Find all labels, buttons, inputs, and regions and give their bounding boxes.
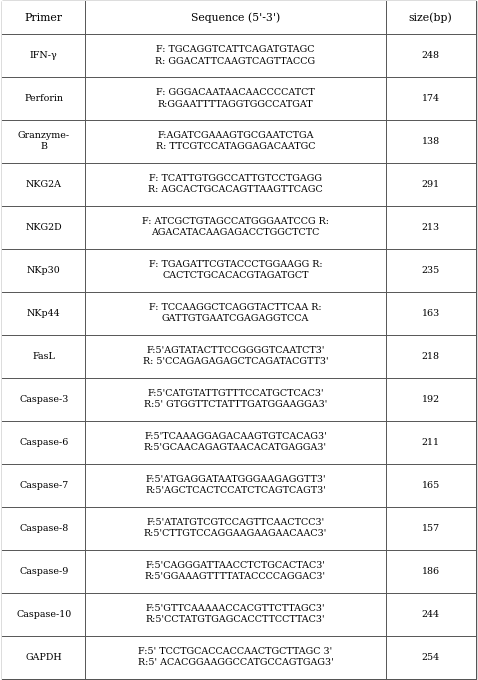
Text: F:5'CAGGGATTAACCTCTGCACTAC3'
R:5'GGAAAGTTTTATACCCCAGGAC3': F:5'CAGGGATTAACCTCTGCACTAC3' R:5'GGAAAGT… (145, 561, 326, 581)
Text: F: TGAGATTCGTACCCTGGAAGG R:
CACTCTGCACACGTAGATGCT: F: TGAGATTCGTACCCTGGAAGG R: CACTCTGCACAC… (149, 260, 322, 280)
Bar (2, 636, 476, 679)
Bar (2, 163, 476, 206)
Text: F:5' TCCTGCACCACCAACTGCTTAGC 3'
R:5' ACACGGAAGGCCATGCCAGTGAG3': F:5' TCCTGCACCACCAACTGCTTAGC 3' R:5' ACA… (138, 647, 333, 667)
Text: F:5'AGTATACTTCCGGGGTCAATCT3'
R: 5'CCAGAGAGAGCTCAGATACGTT3': F:5'AGTATACTTCCGGGGTCAATCT3' R: 5'CCAGAG… (142, 346, 328, 367)
Text: NKp44: NKp44 (27, 309, 61, 318)
Text: Caspase-6: Caspase-6 (19, 438, 68, 447)
Bar (2, 378, 476, 421)
Text: 138: 138 (422, 137, 440, 146)
Text: Caspase-9: Caspase-9 (19, 566, 68, 576)
Bar (2, 34, 476, 77)
Bar (2, 593, 476, 636)
Text: Caspase-8: Caspase-8 (19, 524, 68, 532)
Text: 211: 211 (422, 438, 440, 447)
Text: size(bp): size(bp) (409, 12, 453, 23)
Bar (2, 421, 476, 464)
Text: Sequence (5'-3'): Sequence (5'-3') (191, 12, 280, 23)
Text: 291: 291 (422, 180, 440, 189)
Text: Caspase-3: Caspase-3 (19, 395, 68, 404)
Text: F:5'TCAAAGGAGACAAGTGTCACAG3'
R:5'GCAACAGAGTAACACATGAGGA3': F:5'TCAAAGGAGACAAGTGTCACAG3' R:5'GCAACAG… (144, 432, 327, 452)
Text: NKG2D: NKG2D (25, 223, 62, 232)
Text: F:AGATCGAAAGTGCGAATCTGA
R: TTCGTCCATAGGAGACAATGC: F:AGATCGAAAGTGCGAATCTGA R: TTCGTCCATAGGA… (156, 131, 315, 152)
Text: F:5'ATGAGGATAATGGGAAGAGGTT3'
R:5'AGCTCACTCCATCTCAGTCAGT3': F:5'ATGAGGATAATGGGAAGAGGTT3' R:5'AGCTCAC… (145, 475, 326, 495)
Text: F: GGGACAATAACAACCCCATCT
R:GGAATTTTAGGTGGCCATGAT: F: GGGACAATAACAACCCCATCT R:GGAATTTTAGGTG… (156, 88, 315, 109)
Text: Caspase-7: Caspase-7 (19, 481, 68, 490)
Text: 174: 174 (422, 94, 440, 103)
Text: 163: 163 (422, 309, 440, 318)
Text: 218: 218 (422, 352, 440, 361)
Text: 186: 186 (422, 566, 440, 576)
Text: Caspase-10: Caspase-10 (16, 610, 71, 619)
Text: F: ATCGCTGTAGCCATGGGAATCCG R:
AGACATACAAGAGACCTGGCTCTC: F: ATCGCTGTAGCCATGGGAATCCG R: AGACATACAA… (142, 218, 329, 237)
Text: 244: 244 (422, 610, 440, 619)
Bar (2, 507, 476, 549)
Text: Perforin: Perforin (24, 94, 63, 103)
Text: GAPDH: GAPDH (25, 653, 62, 662)
Text: FasL: FasL (33, 352, 55, 361)
Bar (2, 292, 476, 335)
Text: F:5'ATATGTCGTCCAGTTCAACTCC3'
R:5'CTTGTCCAGGAAGAAGAACAAC3': F:5'ATATGTCGTCCAGTTCAACTCC3' R:5'CTTGTCC… (144, 518, 327, 539)
Text: F: TCATTGTGGCCATTGTCCTGAGG
R: AGCACTGCACAGTTAAGTTCAGC: F: TCATTGTGGCCATTGTCCTGAGG R: AGCACTGCAC… (148, 174, 323, 194)
Text: IFN-γ: IFN-γ (30, 51, 58, 60)
Bar (2, 464, 476, 507)
Text: Primer: Primer (25, 13, 63, 22)
Text: 254: 254 (422, 653, 440, 662)
Text: F:5'GTTCAAAAACCACGTTCTTAGC3'
R:5'CCTATGTGAGCACCTTCCTTAC3': F:5'GTTCAAAAACCACGTTCTTAGC3' R:5'CCTATGT… (146, 604, 325, 624)
Text: 165: 165 (422, 481, 440, 490)
Text: 248: 248 (422, 51, 440, 60)
Bar (2, 549, 476, 593)
Bar (2, 249, 476, 292)
Text: 157: 157 (422, 524, 440, 532)
Text: F: TCCAAGGCTCAGGTACTTCAA R:
GATTGTGAATCGAGAGGTCCA: F: TCCAAGGCTCAGGTACTTCAA R: GATTGTGAATCG… (149, 303, 322, 324)
Bar (2, 1, 476, 34)
Text: Granzyme-
B: Granzyme- B (18, 131, 70, 152)
Text: 235: 235 (422, 266, 440, 275)
Bar (2, 120, 476, 163)
Text: 192: 192 (422, 395, 440, 404)
Bar (2, 206, 476, 249)
Text: 213: 213 (422, 223, 440, 232)
Text: NKp30: NKp30 (27, 266, 61, 275)
Bar (2, 77, 476, 120)
Text: F:5'CATGTATTGTTTCCATGCTCAC3'
R:5' GTGGTTCTATTTGATGGAAGGA3': F:5'CATGTATTGTTTCCATGCTCAC3' R:5' GTGGTT… (144, 389, 327, 409)
Text: F: TGCAGGTCATTCAGATGTAGC
R: GGACATTCAAGTCAGTTACCG: F: TGCAGGTCATTCAGATGTAGC R: GGACATTCAAGT… (155, 46, 315, 65)
Text: NKG2A: NKG2A (26, 180, 62, 189)
Bar (2, 335, 476, 378)
